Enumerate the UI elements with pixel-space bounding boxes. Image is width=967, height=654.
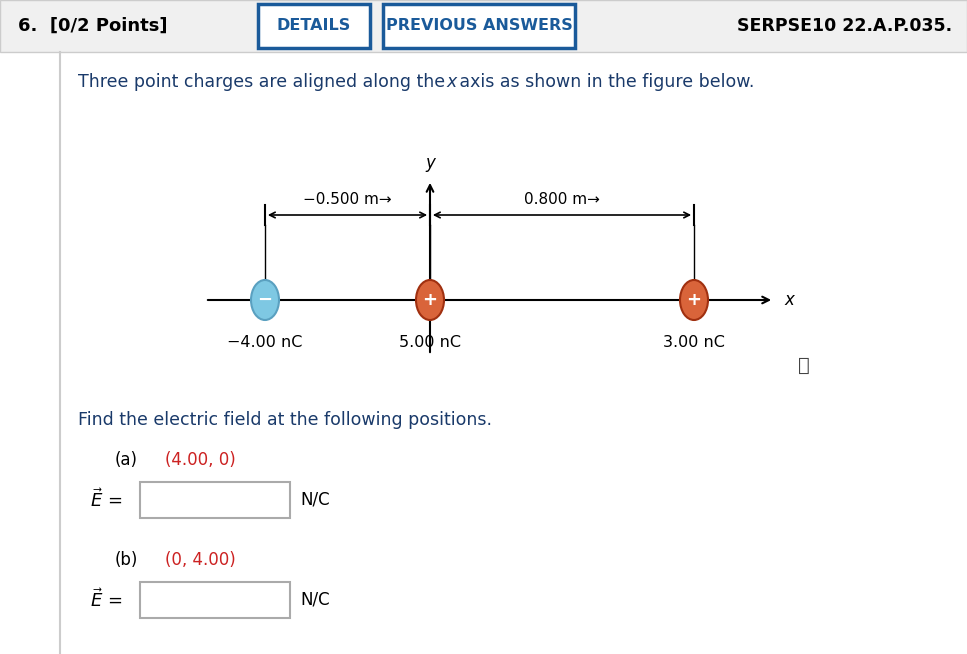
Text: ⓘ: ⓘ: [798, 356, 810, 375]
Bar: [140, 482, 290, 518]
Bar: [140, 582, 290, 618]
FancyBboxPatch shape: [383, 4, 575, 48]
Text: (a): (a): [115, 451, 138, 469]
Text: Find the electric field at the following positions.: Find the electric field at the following…: [78, 411, 492, 429]
Text: x: x: [446, 73, 456, 91]
FancyBboxPatch shape: [258, 4, 370, 48]
Text: (4.00, 0): (4.00, 0): [165, 451, 236, 469]
Text: (0, 4.00): (0, 4.00): [165, 551, 236, 569]
Text: x: x: [784, 291, 794, 309]
Text: $\vec{E}$ =: $\vec{E}$ =: [90, 589, 122, 611]
Text: −0.500 m→: −0.500 m→: [304, 192, 392, 207]
Text: PREVIOUS ANSWERS: PREVIOUS ANSWERS: [386, 18, 572, 33]
Text: 5.00 nC: 5.00 nC: [399, 335, 461, 350]
Text: −: −: [257, 291, 273, 309]
Text: −4.00 nC: −4.00 nC: [227, 335, 303, 350]
Bar: [0, 0, 967, 52]
Text: N/C: N/C: [300, 591, 330, 609]
Ellipse shape: [251, 280, 279, 320]
Ellipse shape: [416, 280, 444, 320]
Text: SERPSE10 22.A.P.035.: SERPSE10 22.A.P.035.: [737, 17, 952, 35]
Text: 3.00 nC: 3.00 nC: [663, 335, 725, 350]
Text: 0.800 m→: 0.800 m→: [524, 192, 600, 207]
Text: axis as shown in the figure below.: axis as shown in the figure below.: [454, 73, 754, 91]
Text: N/C: N/C: [300, 491, 330, 509]
Text: (b): (b): [115, 551, 138, 569]
Text: Three point charges are aligned along the: Three point charges are aligned along th…: [78, 73, 451, 91]
Ellipse shape: [680, 280, 708, 320]
Text: $\vec{E}$ =: $\vec{E}$ =: [90, 489, 122, 511]
Text: +: +: [687, 291, 701, 309]
Text: +: +: [423, 291, 437, 309]
Text: DETAILS: DETAILS: [277, 18, 351, 33]
Text: y: y: [425, 154, 435, 172]
Text: 6.  [0/2 Points]: 6. [0/2 Points]: [18, 17, 167, 35]
